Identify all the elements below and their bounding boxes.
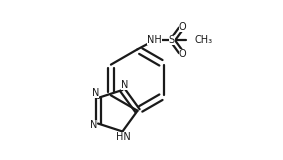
Text: N: N — [121, 80, 128, 90]
Text: N: N — [90, 120, 97, 130]
Text: NH: NH — [147, 35, 162, 45]
Text: O: O — [179, 49, 186, 59]
Text: O: O — [179, 22, 186, 32]
Text: CH₃: CH₃ — [194, 35, 212, 45]
Text: N: N — [92, 88, 99, 98]
Text: S: S — [169, 35, 175, 45]
Text: HN: HN — [116, 132, 130, 142]
